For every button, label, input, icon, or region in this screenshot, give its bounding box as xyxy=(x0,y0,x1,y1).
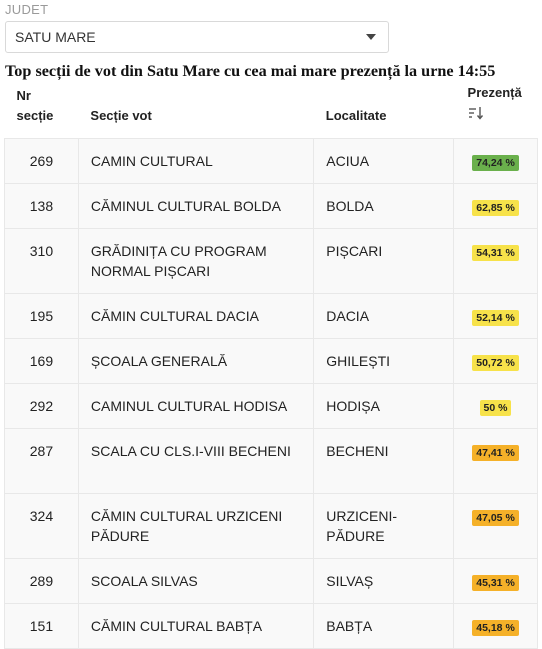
cell-sectie-vot: CAMIN CULTURAL xyxy=(77,138,315,184)
cell-sectie-vot: GRĂDINIȚA CU PROGRAM NORMAL PIȘCARI xyxy=(77,228,315,294)
cell-nr-sectie: 324 xyxy=(4,493,79,559)
table-row: 138 CĂMINUL CULTURAL BOLDA BOLDA 62,85 % xyxy=(4,183,538,229)
cell-localitate: SILVAȘ xyxy=(313,558,455,604)
cell-nr-sectie: 151 xyxy=(4,603,79,649)
cell-nr-sectie: 169 xyxy=(4,338,79,384)
cell-localitate: BOLDA xyxy=(313,183,455,229)
table-row: 324 CĂMIN CULTURAL URZICENI PĂDURE URZICEN… xyxy=(4,493,538,559)
table-row: 195 CĂMIN CULTURAL DACIA DACIA 52,14 % xyxy=(4,293,538,339)
header-sectie-vot[interactable]: Secție vot xyxy=(90,108,152,123)
cell-localitate: GHILEȘTI xyxy=(313,338,455,384)
turnout-badge: 74,24 % xyxy=(472,155,519,171)
table-row: 292 CAMINUL CULTURAL HODISA HODIȘA 50 % xyxy=(4,383,538,429)
cell-sectie-vot: SCALA CU CLS.I-VIII BECHENI xyxy=(77,428,315,494)
cell-sectie-vot: CĂMIN CULTURAL DACIA xyxy=(77,293,315,339)
cell-prezenta: 52,14 % xyxy=(453,293,538,339)
turnout-badge: 47,05 % xyxy=(472,510,519,526)
cell-prezenta: 62,85 % xyxy=(453,183,538,229)
sort-desc-icon[interactable] xyxy=(468,105,484,125)
cell-localitate: PIȘCARI xyxy=(313,228,455,294)
cell-sectie-vot: CĂMINUL CULTURAL BOLDA xyxy=(77,183,315,229)
cell-sectie-vot: CĂMIN CULTURAL URZICENI PĂDURE xyxy=(77,493,315,559)
header-nr-line2: secție xyxy=(16,108,54,123)
cell-sectie-vot: CĂMIN CULTURAL BABȚA xyxy=(77,603,315,649)
header-prezenta[interactable]: Prezență xyxy=(454,80,538,139)
table-row: 310 GRĂDINIȚA CU PROGRAM NORMAL PIȘCARI PI… xyxy=(4,228,538,294)
cell-sectie-vot: CAMINUL CULTURAL HODISA xyxy=(77,383,315,429)
turnout-badge: 50 % xyxy=(479,400,512,416)
cell-prezenta: 50 % xyxy=(453,383,538,429)
cell-nr-sectie: 138 xyxy=(4,183,79,229)
table-row: 269 CAMIN CULTURAL ACIUA 74,24 % xyxy=(4,138,538,184)
cell-nr-sectie: 195 xyxy=(4,293,79,339)
table-row: 151 CĂMIN CULTURAL BABȚA BABȚA 45,18 % xyxy=(4,603,538,649)
chevron-down-icon xyxy=(366,34,376,40)
cell-prezenta: 45,31 % xyxy=(453,558,538,604)
turnout-badge: 50,72 % xyxy=(472,355,519,371)
cell-prezenta: 47,05 % xyxy=(453,493,538,559)
county-select-value: SATU MARE xyxy=(15,29,96,45)
turnout-badge: 47,41 % xyxy=(472,445,519,461)
header-nr-sectie[interactable]: Nr secție xyxy=(5,80,79,139)
cell-nr-sectie: 287 xyxy=(4,428,79,494)
page-title: Top secții de vot din Satu Mare cu cea m… xyxy=(5,62,496,80)
header-localitate[interactable]: Localitate xyxy=(325,108,387,123)
turnout-badge: 45,18 % xyxy=(472,620,519,636)
turnout-badge: 52,14 % xyxy=(472,310,519,326)
cell-prezenta: 54,31 % xyxy=(453,228,538,294)
table-row: 289 SCOALA SILVAS SILVAȘ 45,31 % xyxy=(4,558,538,604)
cell-nr-sectie: 310 xyxy=(4,228,79,294)
county-filter-label: JUDET xyxy=(5,2,49,17)
cell-prezenta: 45,18 % xyxy=(453,603,538,649)
county-select[interactable]: SATU MARE xyxy=(5,21,389,53)
cell-localitate: HODIȘA xyxy=(313,383,455,429)
cell-sectie-vot: SCOALA SILVAS xyxy=(77,558,315,604)
cell-prezenta: 47,41 % xyxy=(453,428,538,494)
cell-localitate: ACIUA xyxy=(313,138,455,184)
table-header-row: Nr secție Secție vot Localitate Prezență xyxy=(5,80,538,139)
table-row: 287 SCALA CU CLS.I-VIII BECHENI BECHENI 47,… xyxy=(4,428,538,494)
cell-localitate: BABȚA xyxy=(313,603,455,649)
cell-prezenta: 50,72 % xyxy=(453,338,538,384)
turnout-badge: 54,31 % xyxy=(472,245,519,261)
cell-localitate: BECHENI xyxy=(313,428,455,494)
cell-nr-sectie: 289 xyxy=(4,558,79,604)
cell-nr-sectie: 292 xyxy=(4,383,79,429)
cell-prezenta: 74,24 % xyxy=(453,138,538,184)
header-prezenta-label: Prezență xyxy=(467,85,522,100)
cell-sectie-vot: ȘCOALA GENERALĂ xyxy=(77,338,315,384)
cell-localitate: DACIA xyxy=(313,293,455,339)
table-row: 169 ȘCOALA GENERALĂ GHILEȘTI 50,72 % xyxy=(4,338,538,384)
results-table: Nr secție Secție vot Localitate Prezență xyxy=(4,80,538,649)
header-nr-line1: Nr xyxy=(16,88,31,103)
cell-localitate: URZICENI-PĂDURE xyxy=(313,493,455,559)
turnout-badge: 62,85 % xyxy=(472,200,519,216)
cell-nr-sectie: 269 xyxy=(4,138,79,184)
turnout-badge: 45,31 % xyxy=(472,575,519,591)
